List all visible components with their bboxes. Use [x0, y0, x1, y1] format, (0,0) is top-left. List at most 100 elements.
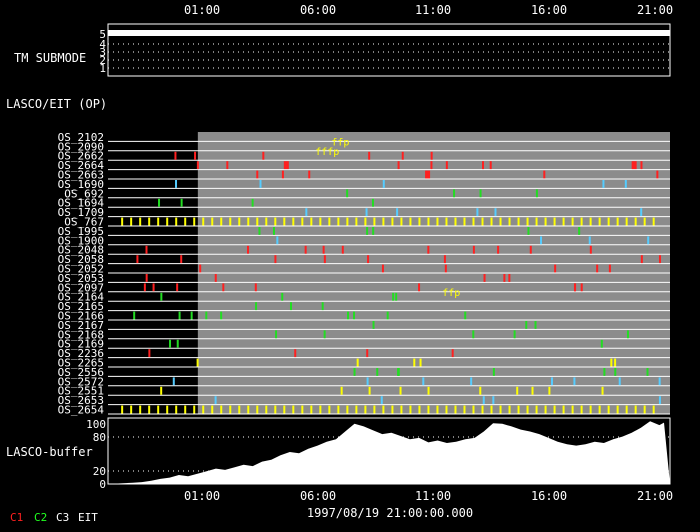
os-event-mark: [430, 161, 433, 170]
os-event-mark: [211, 217, 214, 226]
os-event-mark: [184, 405, 187, 414]
buffer-tick-20: 20: [93, 465, 106, 478]
os-event-mark: [355, 217, 358, 226]
os-annotation: ffp: [442, 288, 460, 299]
os-event-mark: [391, 405, 394, 414]
os-event-mark: [322, 245, 325, 254]
os-event-mark: [196, 358, 199, 367]
os-row-label: OS_2090: [58, 140, 104, 153]
os-event-mark: [184, 217, 187, 226]
os-event-mark: [321, 302, 324, 311]
os-event-mark: [169, 339, 172, 348]
buffer-tick-0: 0: [99, 478, 106, 491]
os-event-mark: [172, 377, 175, 386]
os-event-mark: [262, 151, 265, 160]
os-event-mark: [238, 405, 241, 414]
os-event-mark: [616, 217, 619, 226]
os-row-label: OS_2058: [58, 253, 104, 266]
os-event-mark: [353, 368, 356, 376]
os-event-mark: [481, 217, 484, 226]
os-event-mark: [176, 283, 179, 292]
os-event-mark: [508, 405, 511, 414]
os-event-mark: [220, 311, 223, 320]
os-event-mark: [346, 217, 349, 226]
os-event-mark: [337, 217, 340, 226]
os-event-mark: [323, 255, 326, 264]
os-event-mark: [618, 377, 621, 386]
os-event-mark: [310, 217, 313, 226]
os-event-mark: [148, 405, 151, 414]
os-event-mark: [436, 217, 439, 226]
os-event-mark: [418, 217, 421, 226]
os-event-mark: [211, 405, 214, 414]
os-event-mark: [596, 264, 599, 273]
os-event-mark: [346, 189, 349, 198]
tm-submode-label: TM SUBMODE: [14, 51, 86, 65]
os-event-mark: [365, 208, 368, 217]
os-panel: OS_2102OS_2090OS_2662OS_2664OS_2663OS_16…: [58, 131, 671, 417]
os-event-mark: [526, 217, 529, 226]
os-event-mark: [482, 396, 485, 405]
os-event-mark: [494, 208, 497, 217]
os-event-mark: [202, 405, 205, 414]
os-event-mark: [430, 151, 433, 160]
os-event-mark: [364, 217, 367, 226]
os-event-mark: [643, 217, 646, 226]
os-event-mark: [382, 217, 385, 226]
os-event-mark: [463, 405, 466, 414]
os-event-mark: [247, 245, 250, 254]
os-event-mark: [526, 405, 529, 414]
os-row-label: OS_2167: [58, 319, 104, 332]
os-event-mark: [489, 161, 492, 170]
os-event-mark: [625, 405, 628, 414]
buffer-tick-100: 100: [86, 418, 106, 431]
os-event-mark: [544, 217, 547, 226]
os-event-mark: [640, 161, 643, 170]
os-event-mark: [508, 217, 511, 226]
os-event-mark: [202, 217, 205, 226]
os-event-mark: [366, 227, 369, 235]
os-event-mark: [614, 358, 617, 367]
os-event-mark: [399, 386, 402, 395]
os-event-mark: [275, 330, 278, 339]
submode-tick-3: 3: [99, 46, 106, 59]
os-event-mark: [490, 217, 493, 226]
os-row-label: OS_2053: [58, 272, 104, 285]
os-event-mark: [292, 405, 295, 414]
os-event-mark: [366, 349, 369, 358]
os-row-label: OS_2166: [58, 310, 104, 323]
os-event-mark: [356, 358, 359, 367]
os-event-mark: [265, 405, 268, 414]
os-event-mark: [497, 245, 500, 254]
os-event-mark: [381, 264, 384, 273]
os-event-mark: [422, 377, 425, 386]
os-event-mark: [160, 386, 163, 395]
os-event-mark: [272, 227, 275, 235]
os-row-label: OS_2048: [58, 244, 104, 257]
os-event-mark: [372, 227, 375, 235]
os-event-mark: [254, 283, 257, 292]
bottom-tick-2100: 21:00: [637, 489, 673, 503]
os-event-mark: [535, 189, 538, 198]
os-event-mark: [174, 151, 177, 160]
os-row-label: OS_1995: [58, 225, 104, 238]
os-event-mark: [194, 151, 197, 160]
os-event-mark: [400, 217, 403, 226]
os-event-mark: [319, 217, 322, 226]
bottom-tick-0100: 01:00: [184, 489, 220, 503]
os-event-mark: [148, 217, 151, 226]
os-row-label: OS_2168: [58, 328, 104, 341]
os-event-mark: [301, 405, 304, 414]
os-row-label: OS_2164: [58, 291, 105, 304]
os-row-label: OS_1900: [58, 234, 104, 247]
os-event-mark: [305, 208, 308, 217]
os-event-mark: [401, 151, 404, 160]
os-event-mark: [631, 161, 637, 170]
os-event-mark: [476, 208, 479, 217]
os-event-mark: [643, 405, 646, 414]
os-event-mark: [652, 217, 655, 226]
os-event-mark: [364, 405, 367, 414]
os-event-mark: [535, 217, 538, 226]
os-event-mark: [386, 311, 389, 320]
os-event-mark: [658, 255, 661, 264]
